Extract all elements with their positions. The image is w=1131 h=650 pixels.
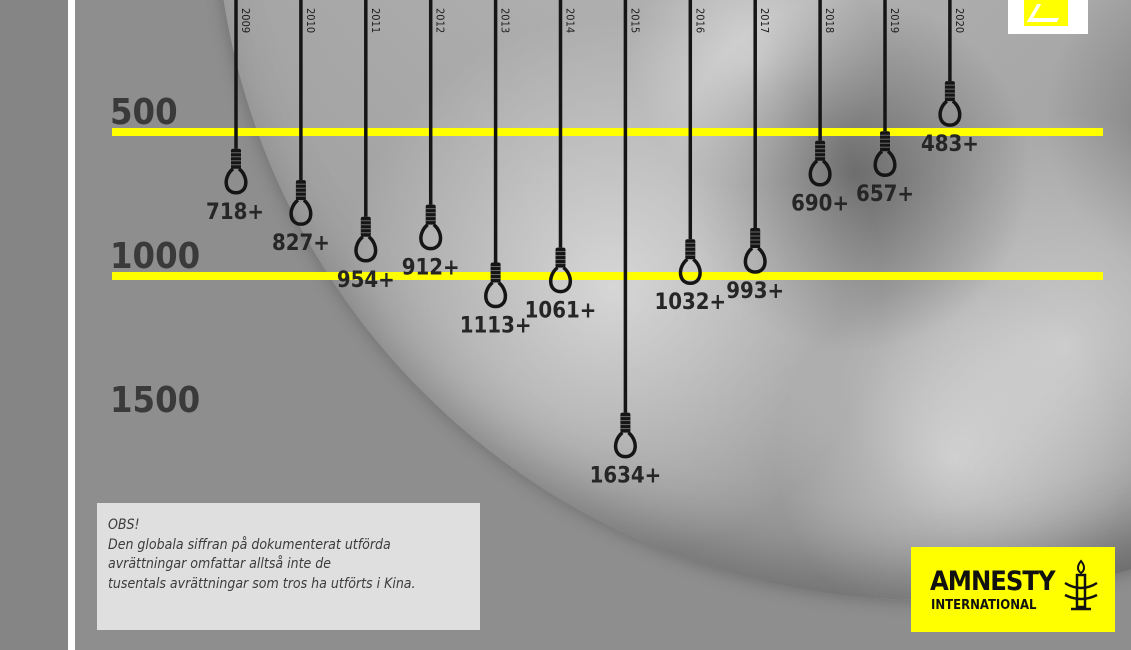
noose-loop [938, 99, 962, 127]
reference-line [112, 272, 1103, 280]
value-label: 1113+ [460, 314, 532, 339]
noose-loop [224, 167, 248, 195]
corner-logo-mark [1008, 0, 1088, 34]
noose-knot [490, 262, 501, 283]
noose-knot [685, 239, 696, 260]
noose-loop [484, 281, 508, 309]
year-label: 2016 [693, 8, 706, 33]
value-label: 1634+ [590, 464, 662, 489]
noose-knot [750, 227, 761, 248]
value-label: 912+ [402, 256, 460, 281]
year-label: 2012 [434, 8, 447, 33]
noose-loop [613, 431, 637, 459]
noose-knot [555, 247, 566, 268]
left-side-bar [0, 0, 68, 650]
noose-knot [360, 216, 371, 237]
value-label: 718+ [206, 200, 264, 225]
year-label: 2017 [758, 8, 771, 33]
value-label: 483+ [921, 132, 979, 157]
logo-title: AMNESTY [930, 566, 1056, 597]
value-label: 954+ [337, 268, 395, 293]
y-tick-label: 1000 [110, 236, 200, 277]
year-label: 2018 [823, 8, 836, 33]
noose-knot [231, 148, 241, 169]
arrow-icon [1024, 0, 1068, 26]
note-line: tusentals avrättningar som tros ha utför… [108, 575, 416, 592]
noose-loop [289, 198, 313, 226]
year-label: 2014 [564, 8, 577, 33]
noose-loop [743, 246, 767, 274]
noose-loop [808, 159, 832, 187]
noose-loop [549, 266, 572, 294]
value-label: 827+ [272, 231, 330, 256]
year-label: 2015 [628, 8, 641, 33]
value-label: 657+ [856, 182, 914, 207]
candle-icon [1064, 559, 1098, 611]
left-divider [68, 0, 75, 650]
year-label: 2020 [953, 8, 966, 33]
noose-loop [678, 257, 702, 285]
year-label: 2013 [499, 8, 512, 33]
noose-loop [873, 149, 897, 177]
value-label: 993+ [726, 279, 784, 304]
noose-loop [354, 235, 378, 263]
year-label: 2019 [888, 8, 901, 33]
logo-subtitle: INTERNATIONAL [931, 598, 1037, 613]
note-line: Den globala siffran på dokumenterat utfö… [108, 536, 391, 553]
note-line: avrättningar omfattar alltså inte de [108, 556, 332, 572]
noose-knot [295, 180, 306, 201]
value-label: 1061+ [525, 299, 597, 324]
amnesty-logo: AMNESTY INTERNATIONAL [911, 547, 1115, 632]
value-label: 690+ [791, 192, 849, 217]
year-label: 2010 [304, 8, 317, 33]
noose-knot [815, 140, 826, 161]
noose-loop [419, 223, 443, 251]
y-tick-label: 1500 [110, 380, 200, 421]
note-box: OBS! Den globala siffran på dokumenterat… [97, 503, 480, 630]
y-tick-label: 500 [110, 92, 178, 133]
reference-line [112, 128, 1103, 136]
noose-knot [880, 131, 890, 152]
value-label: 1032+ [654, 290, 726, 315]
noose-knot [620, 412, 631, 433]
year-label: 2009 [239, 8, 252, 33]
noose-knot [944, 81, 955, 102]
noose-knot [425, 204, 436, 225]
year-label: 2011 [369, 8, 382, 33]
note-heading: OBS! [108, 517, 140, 533]
